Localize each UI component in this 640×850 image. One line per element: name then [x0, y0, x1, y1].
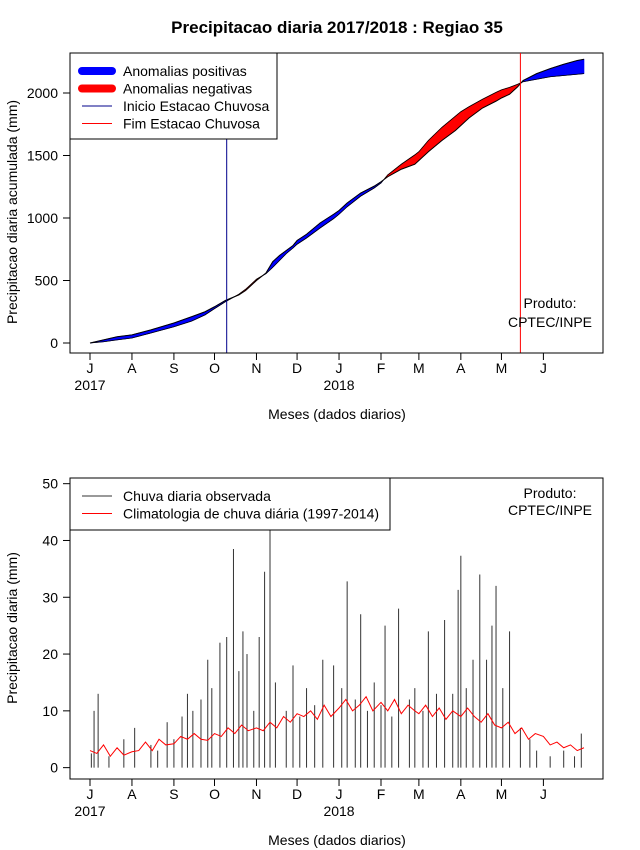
x-tick-label: J — [540, 360, 547, 376]
x-axis-label: Meses (dados diarios) — [268, 832, 406, 848]
y-tick-label: 50 — [42, 476, 58, 492]
y-tick-label: 20 — [42, 646, 58, 662]
x-tick-label: F — [377, 360, 386, 376]
x-tick-label: J — [540, 786, 547, 802]
x-tick-label: O — [209, 360, 220, 376]
y-tick-label: 500 — [35, 273, 59, 289]
x-tick-label: M — [413, 360, 425, 376]
y-tick-label: 1500 — [27, 148, 58, 164]
year-label: 2017 — [74, 803, 105, 819]
x-tick-label: O — [209, 786, 220, 802]
legend-box — [69, 477, 391, 531]
x-tick-label: F — [377, 786, 386, 802]
x-tick-label: J — [87, 786, 94, 802]
x-tick-label: A — [127, 360, 137, 376]
observed-rain-bars — [90, 529, 582, 768]
legend: Chuva diaria observada Climatologia de ch… — [69, 477, 391, 531]
product-source: CPTEC/INPE — [508, 502, 592, 518]
x-tick-label: A — [456, 786, 466, 802]
x-tick-label: N — [251, 360, 261, 376]
x-tick-label: S — [169, 360, 178, 376]
year-label: 2018 — [323, 803, 354, 819]
x-axis-label: Meses (dados diarios) — [268, 406, 406, 422]
x-tick-label: M — [413, 786, 425, 802]
y-tick-label: 10 — [42, 703, 58, 719]
x-tick-label: N — [251, 786, 261, 802]
x-tick-label: M — [496, 360, 508, 376]
x-tick-label: A — [456, 360, 466, 376]
x-tick-label: D — [292, 360, 302, 376]
climatology-daily-line — [89, 695, 585, 758]
chart-title: Precipitacao diaria 2017/2018 : Regiao 3… — [171, 18, 503, 37]
y-tick-label: 30 — [42, 589, 58, 605]
climatology-line — [89, 695, 585, 758]
x-tick-label: S — [169, 786, 178, 802]
positive-anomaly-segment — [582, 58, 585, 75]
x-tick-label: A — [127, 786, 137, 802]
x-tick-label: J — [336, 786, 343, 802]
legend-label: Fim Estacao Chuvosa — [123, 116, 260, 132]
product-source: CPTEC/INPE — [508, 314, 592, 330]
y-tick-label: 2000 — [27, 85, 58, 101]
legend: Anomalias positivas Anomalias negativasIn… — [69, 52, 278, 140]
y-axis-label: Precipitacao diaria acumulada (mm) — [4, 100, 20, 324]
legend-label: Climatologia de chuva diária (1997-2014) — [123, 506, 379, 522]
year-label: 2018 — [323, 377, 354, 393]
y-tick-label: 0 — [50, 335, 58, 351]
legend-label: Anomalias negativas — [123, 81, 252, 97]
observed-accumulated-line — [89, 58, 585, 344]
y-tick-label: 40 — [42, 532, 58, 548]
product-label: Produto: — [524, 485, 577, 501]
x-tick-label: D — [292, 786, 302, 802]
legend-label: Inicio Estacao Chuvosa — [123, 98, 270, 114]
climatology-accumulated-line — [89, 73, 585, 344]
legend-label: Anomalias positivas — [123, 63, 247, 79]
legend-label: Chuva diaria observada — [123, 488, 271, 504]
x-tick-label: J — [336, 360, 343, 376]
y-tick-label: 1000 — [27, 210, 58, 226]
x-tick-label: M — [496, 786, 508, 802]
x-tick-label: J — [87, 360, 94, 376]
y-tick-label: 0 — [50, 760, 58, 776]
year-label: 2017 — [74, 377, 105, 393]
product-label: Produto: — [524, 295, 577, 311]
y-axis-label: Precipitacao diaria (mm) — [4, 552, 20, 704]
